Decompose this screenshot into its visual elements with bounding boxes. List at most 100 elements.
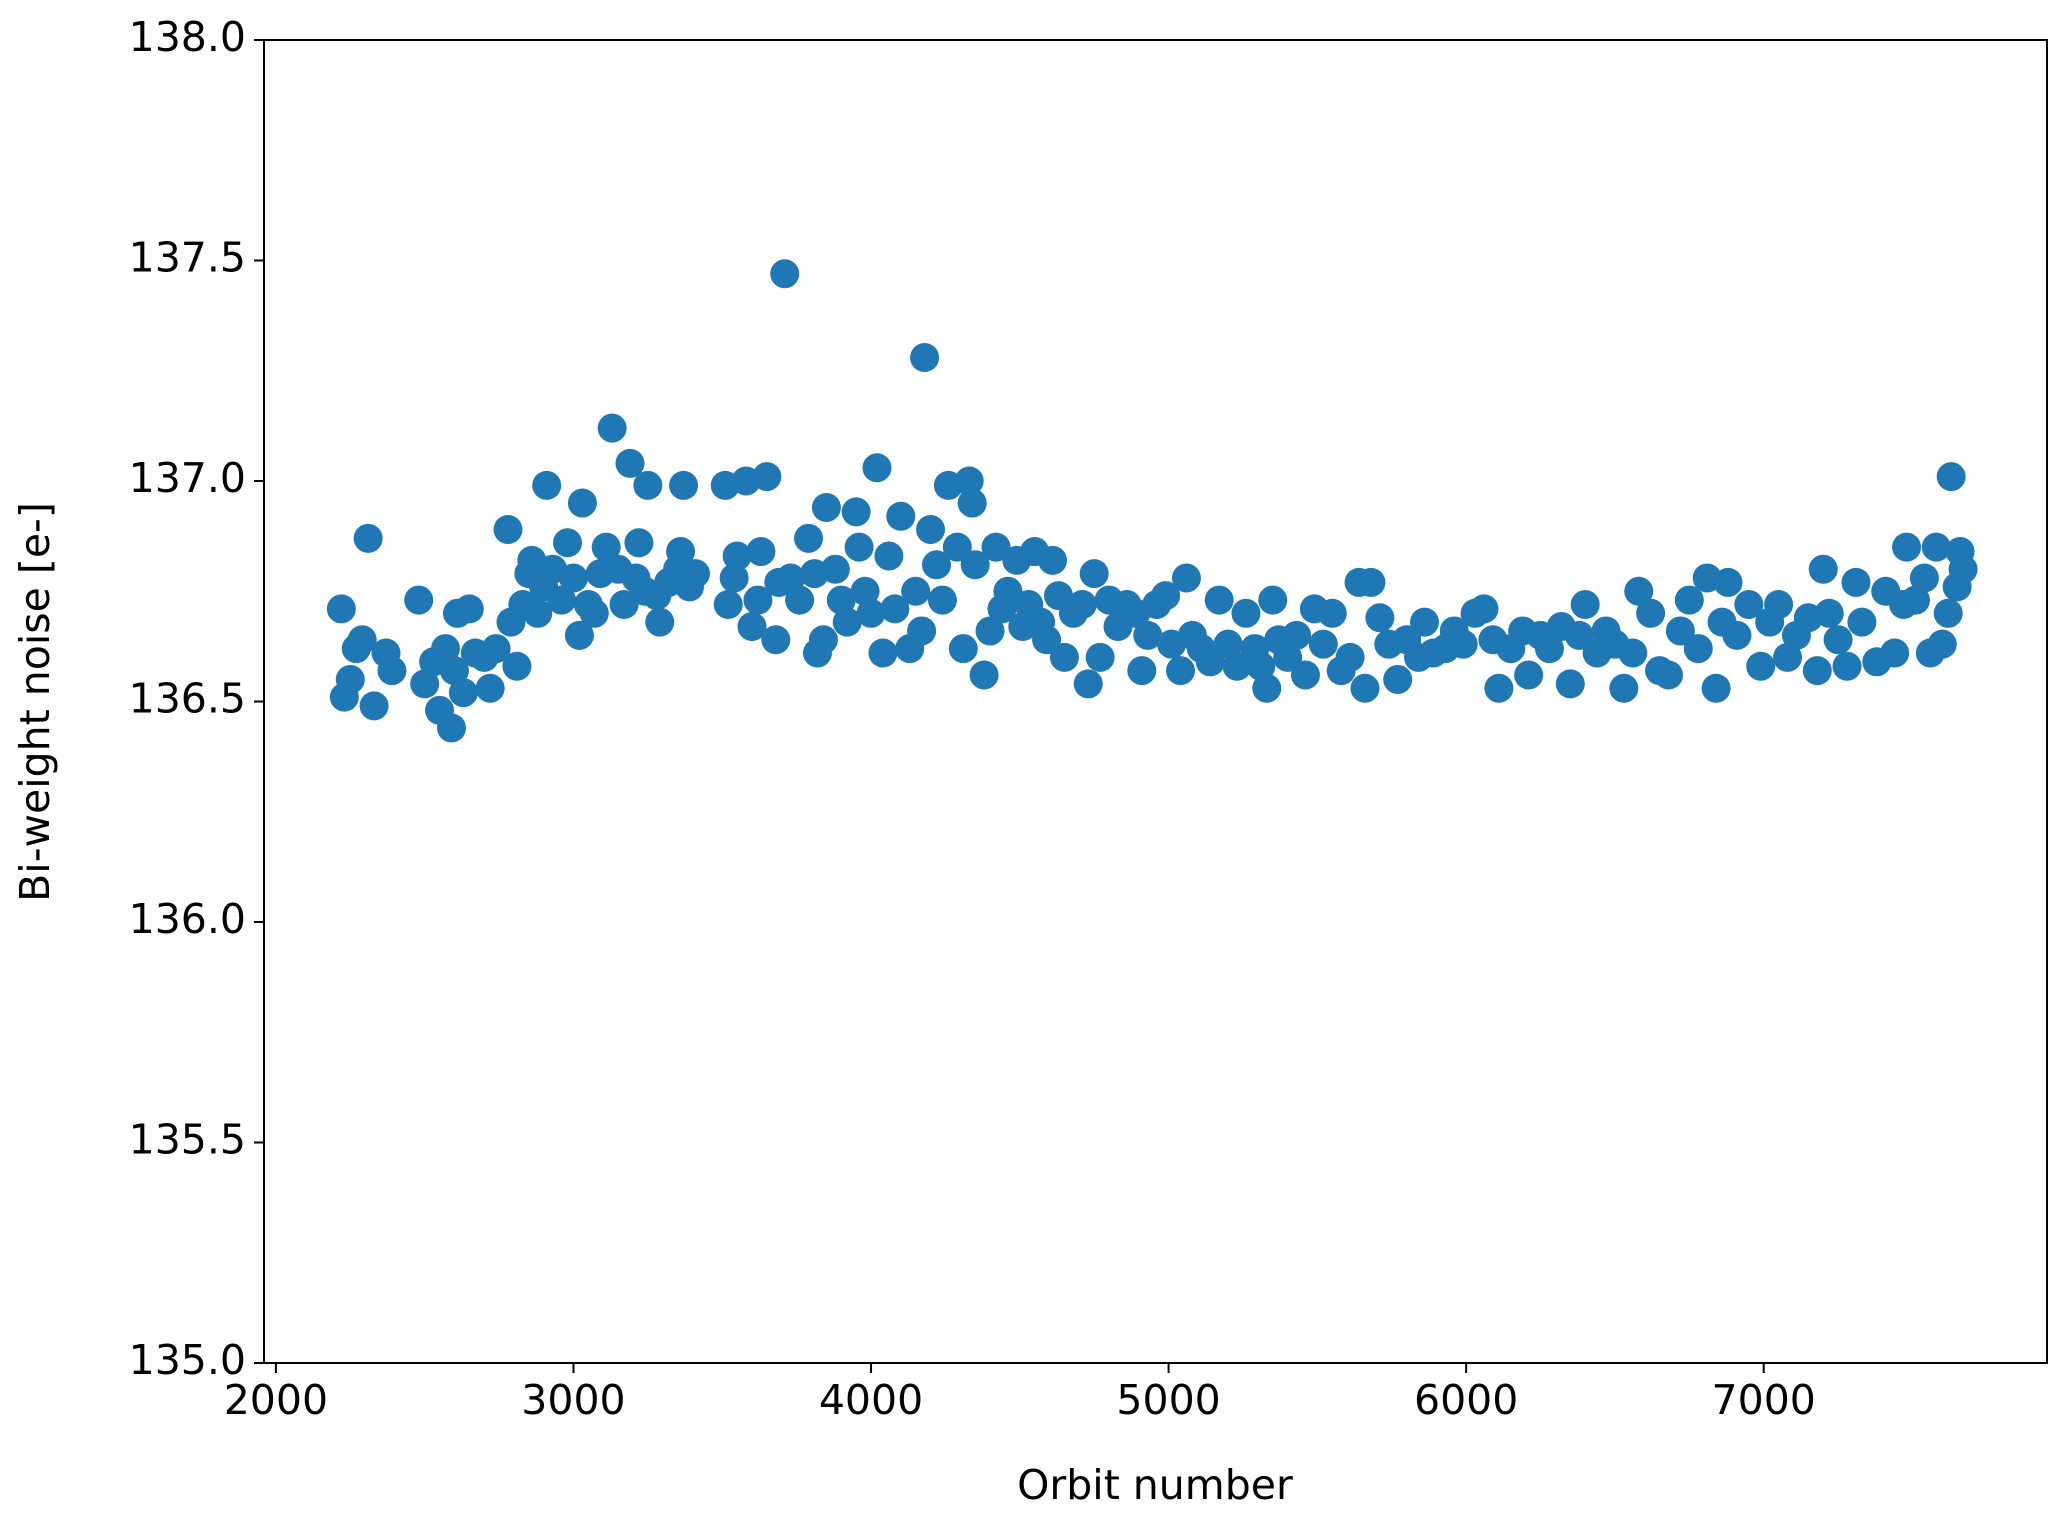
point bbox=[436, 713, 466, 743]
x-axis-label: Orbit number bbox=[1017, 1461, 1293, 1509]
point bbox=[1880, 638, 1910, 668]
point bbox=[624, 528, 654, 558]
point bbox=[1683, 634, 1713, 664]
point bbox=[993, 576, 1023, 606]
point bbox=[960, 550, 990, 580]
y-tick-label: 138.0 bbox=[129, 13, 246, 61]
point bbox=[832, 607, 862, 637]
point bbox=[1636, 598, 1666, 628]
point bbox=[615, 448, 645, 478]
point bbox=[377, 656, 407, 686]
point bbox=[1900, 585, 1930, 615]
point bbox=[1085, 642, 1115, 672]
point bbox=[1746, 651, 1776, 681]
point bbox=[1165, 656, 1195, 686]
point bbox=[1067, 589, 1097, 619]
point bbox=[1713, 567, 1743, 597]
point bbox=[981, 532, 1011, 562]
point bbox=[1409, 607, 1439, 637]
point bbox=[547, 585, 577, 615]
point bbox=[1618, 638, 1648, 668]
point bbox=[868, 638, 898, 668]
point bbox=[776, 563, 806, 593]
point bbox=[808, 625, 838, 655]
point bbox=[850, 576, 880, 606]
point bbox=[558, 563, 588, 593]
point bbox=[1038, 545, 1068, 575]
point bbox=[1151, 581, 1181, 611]
point bbox=[1802, 656, 1832, 686]
point bbox=[746, 537, 776, 567]
point bbox=[359, 691, 389, 721]
point bbox=[591, 532, 621, 562]
point bbox=[1356, 567, 1386, 597]
point bbox=[633, 470, 663, 500]
point bbox=[954, 466, 984, 496]
point bbox=[1383, 664, 1413, 694]
x-tick-label: 6000 bbox=[1414, 1376, 1518, 1424]
point bbox=[856, 598, 886, 628]
point bbox=[722, 541, 752, 571]
point bbox=[1674, 585, 1704, 615]
x-tick-label: 4000 bbox=[819, 1376, 923, 1424]
point bbox=[1808, 554, 1838, 584]
point bbox=[326, 594, 356, 624]
point bbox=[564, 620, 594, 650]
x-tick-label: 7000 bbox=[1712, 1376, 1816, 1424]
point bbox=[826, 585, 856, 615]
point bbox=[1290, 660, 1320, 690]
point bbox=[916, 515, 946, 545]
point bbox=[794, 523, 824, 553]
y-tick-label: 137.5 bbox=[129, 234, 246, 282]
point bbox=[713, 589, 743, 619]
point bbox=[1832, 651, 1862, 681]
point bbox=[969, 660, 999, 690]
point bbox=[907, 616, 937, 646]
point bbox=[1335, 642, 1365, 672]
point bbox=[785, 585, 815, 615]
point bbox=[1936, 462, 1966, 492]
point bbox=[862, 453, 892, 483]
point bbox=[1469, 594, 1499, 624]
point bbox=[1273, 642, 1303, 672]
point bbox=[666, 537, 696, 567]
point bbox=[680, 559, 710, 589]
point bbox=[841, 497, 871, 527]
y-axis-label: Bi-weight noise [e-] bbox=[11, 502, 59, 902]
point bbox=[874, 541, 904, 571]
point bbox=[1764, 589, 1794, 619]
point bbox=[1701, 673, 1731, 703]
point bbox=[880, 594, 910, 624]
point bbox=[1773, 642, 1803, 672]
point bbox=[609, 589, 639, 619]
point bbox=[454, 594, 484, 624]
point bbox=[752, 462, 782, 492]
point bbox=[1365, 603, 1395, 633]
point bbox=[493, 515, 523, 545]
point bbox=[820, 554, 850, 584]
point bbox=[1127, 656, 1157, 686]
point bbox=[957, 488, 987, 518]
point bbox=[404, 585, 434, 615]
point bbox=[439, 656, 469, 686]
point bbox=[1171, 563, 1201, 593]
point bbox=[597, 413, 627, 443]
point bbox=[1231, 598, 1261, 628]
point bbox=[1204, 585, 1234, 615]
point bbox=[1133, 620, 1163, 650]
point bbox=[770, 259, 800, 289]
point bbox=[353, 523, 383, 553]
point bbox=[1909, 563, 1939, 593]
point bbox=[1570, 589, 1600, 619]
point bbox=[942, 532, 972, 562]
point bbox=[1073, 669, 1103, 699]
point bbox=[1665, 616, 1695, 646]
point bbox=[1049, 642, 1079, 672]
point bbox=[1213, 629, 1243, 659]
point bbox=[1609, 673, 1639, 703]
point bbox=[645, 607, 675, 637]
point bbox=[448, 678, 478, 708]
point bbox=[1927, 629, 1957, 659]
point bbox=[481, 634, 511, 664]
point bbox=[347, 625, 377, 655]
